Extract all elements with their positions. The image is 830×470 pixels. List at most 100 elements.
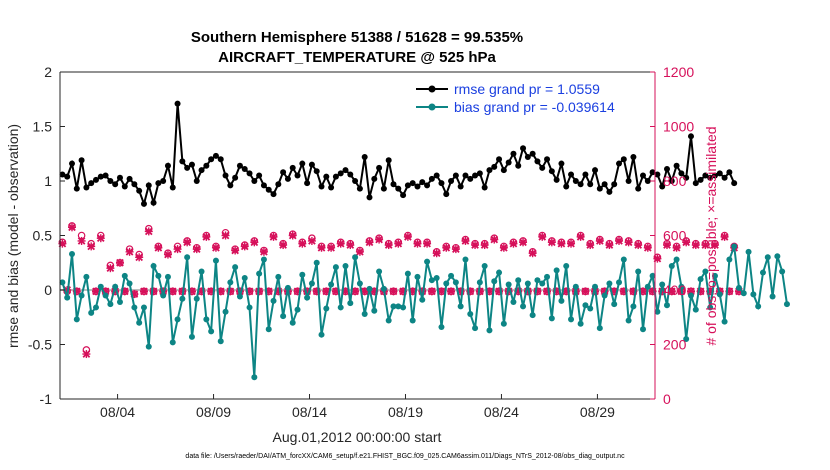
rmse-point [371,175,378,182]
bias-point [769,293,776,300]
rmse-point [716,170,723,177]
obs-assimilated-marker [375,235,384,244]
rmse-point [601,181,608,188]
bias-point [601,292,608,299]
bias-point [745,248,752,255]
rmse-point [313,168,320,175]
bias-point [510,298,517,305]
rmse-point [404,182,411,189]
bias-point [424,258,431,265]
tick-labels: -1 -0.5 0 0.5 1 1.5 2 0 200 400 600 800 1000 1200 08/0… [28,64,694,420]
bias-point [611,301,618,308]
bias-point [361,310,368,317]
obs-assimilated-marker [67,223,76,232]
rmse-point [179,158,186,165]
x-axis-label: Aug.01,2012 00:00:00 start [273,429,442,445]
obs-assimilated-marker [327,243,336,252]
rmse-point [280,169,287,176]
bias-point [121,272,128,279]
bias-point [524,280,531,287]
rmse-point [380,185,387,192]
rmse-point [697,176,704,183]
rmse-point [121,183,128,190]
rmse-point [568,171,575,178]
rmse-point [337,170,344,177]
bias-point [553,267,560,274]
obs-assimilated-marker [389,287,398,296]
obs-assimilated-marker [144,227,153,236]
rmse-point [112,181,119,188]
obs-assimilated-marker [259,247,268,256]
bias-point [203,316,210,323]
y-right-tick-label: 600 [663,228,687,244]
obs-assimilated-marker [183,238,192,247]
obs-assimilated-marker [581,287,590,296]
rmse-point [472,172,479,179]
bias-point [568,316,575,323]
bias-point [462,256,469,263]
rmse-point [184,164,191,171]
rmse-point [529,150,536,157]
bias-point [78,292,85,299]
bias-point [663,302,670,309]
bias-point [587,305,594,312]
obs-assimilated-marker [139,287,148,296]
obs-assimilated-marker [279,241,288,250]
bias-point [198,268,205,275]
rmse-point [592,167,599,174]
bias-point [731,243,738,250]
rmse-point [131,181,138,188]
bias-point [68,251,75,258]
obs-assimilated-marker [307,236,316,245]
bias-point [126,280,133,287]
bias-point [270,297,277,304]
rmse-point [356,185,363,192]
rmse-point [539,164,546,171]
bias-point [107,301,114,308]
rmse-point [409,180,416,187]
obs-assimilated-marker [528,249,537,258]
bias-point [140,304,147,311]
obs-assimilated-marker [538,232,547,241]
bias-series [59,243,790,381]
bias-point [644,283,651,290]
rmse-series [59,100,738,208]
obs-assimilated-marker [77,236,86,245]
bias-point [337,304,344,311]
obs-assimilated-marker [576,232,585,241]
bias-point [409,317,416,324]
rmse-point [164,162,171,169]
rmse-point [304,180,311,187]
rmse-point [236,162,243,169]
y-right-tick-label: 400 [663,282,687,298]
rmse-point [692,180,699,187]
bias-point [774,253,781,260]
legend-entry: bias grand pr = -0.039614 [454,99,615,115]
rmse-point [443,191,450,198]
rmse-point [155,180,162,187]
rmse-point [92,176,99,183]
bias-point [750,291,757,298]
bias-point [414,273,421,280]
bias-point [155,272,162,279]
rmse-point [486,167,493,174]
x-tick-label: 08/24 [484,404,519,420]
bias-point [472,325,479,332]
bias-point [726,256,733,263]
chart-subtitle: AIRCRAFT_TEMPERATURE @ 525 hPa [218,49,496,66]
rmse-point [174,100,181,107]
rmse-point [68,160,75,167]
bias-point [88,309,95,316]
rmse-point [361,154,368,161]
obs-assimilated-marker [82,350,91,359]
rmse-point [222,172,229,179]
bias-point [529,312,536,319]
bias-point [169,339,176,346]
rmse-point [467,175,474,182]
obs-assimilated-marker [720,232,729,241]
bias-point [625,317,632,324]
rmse-point [232,174,239,181]
rmse-point [136,187,143,194]
rmse-point [640,172,647,179]
bias-point [740,290,747,297]
